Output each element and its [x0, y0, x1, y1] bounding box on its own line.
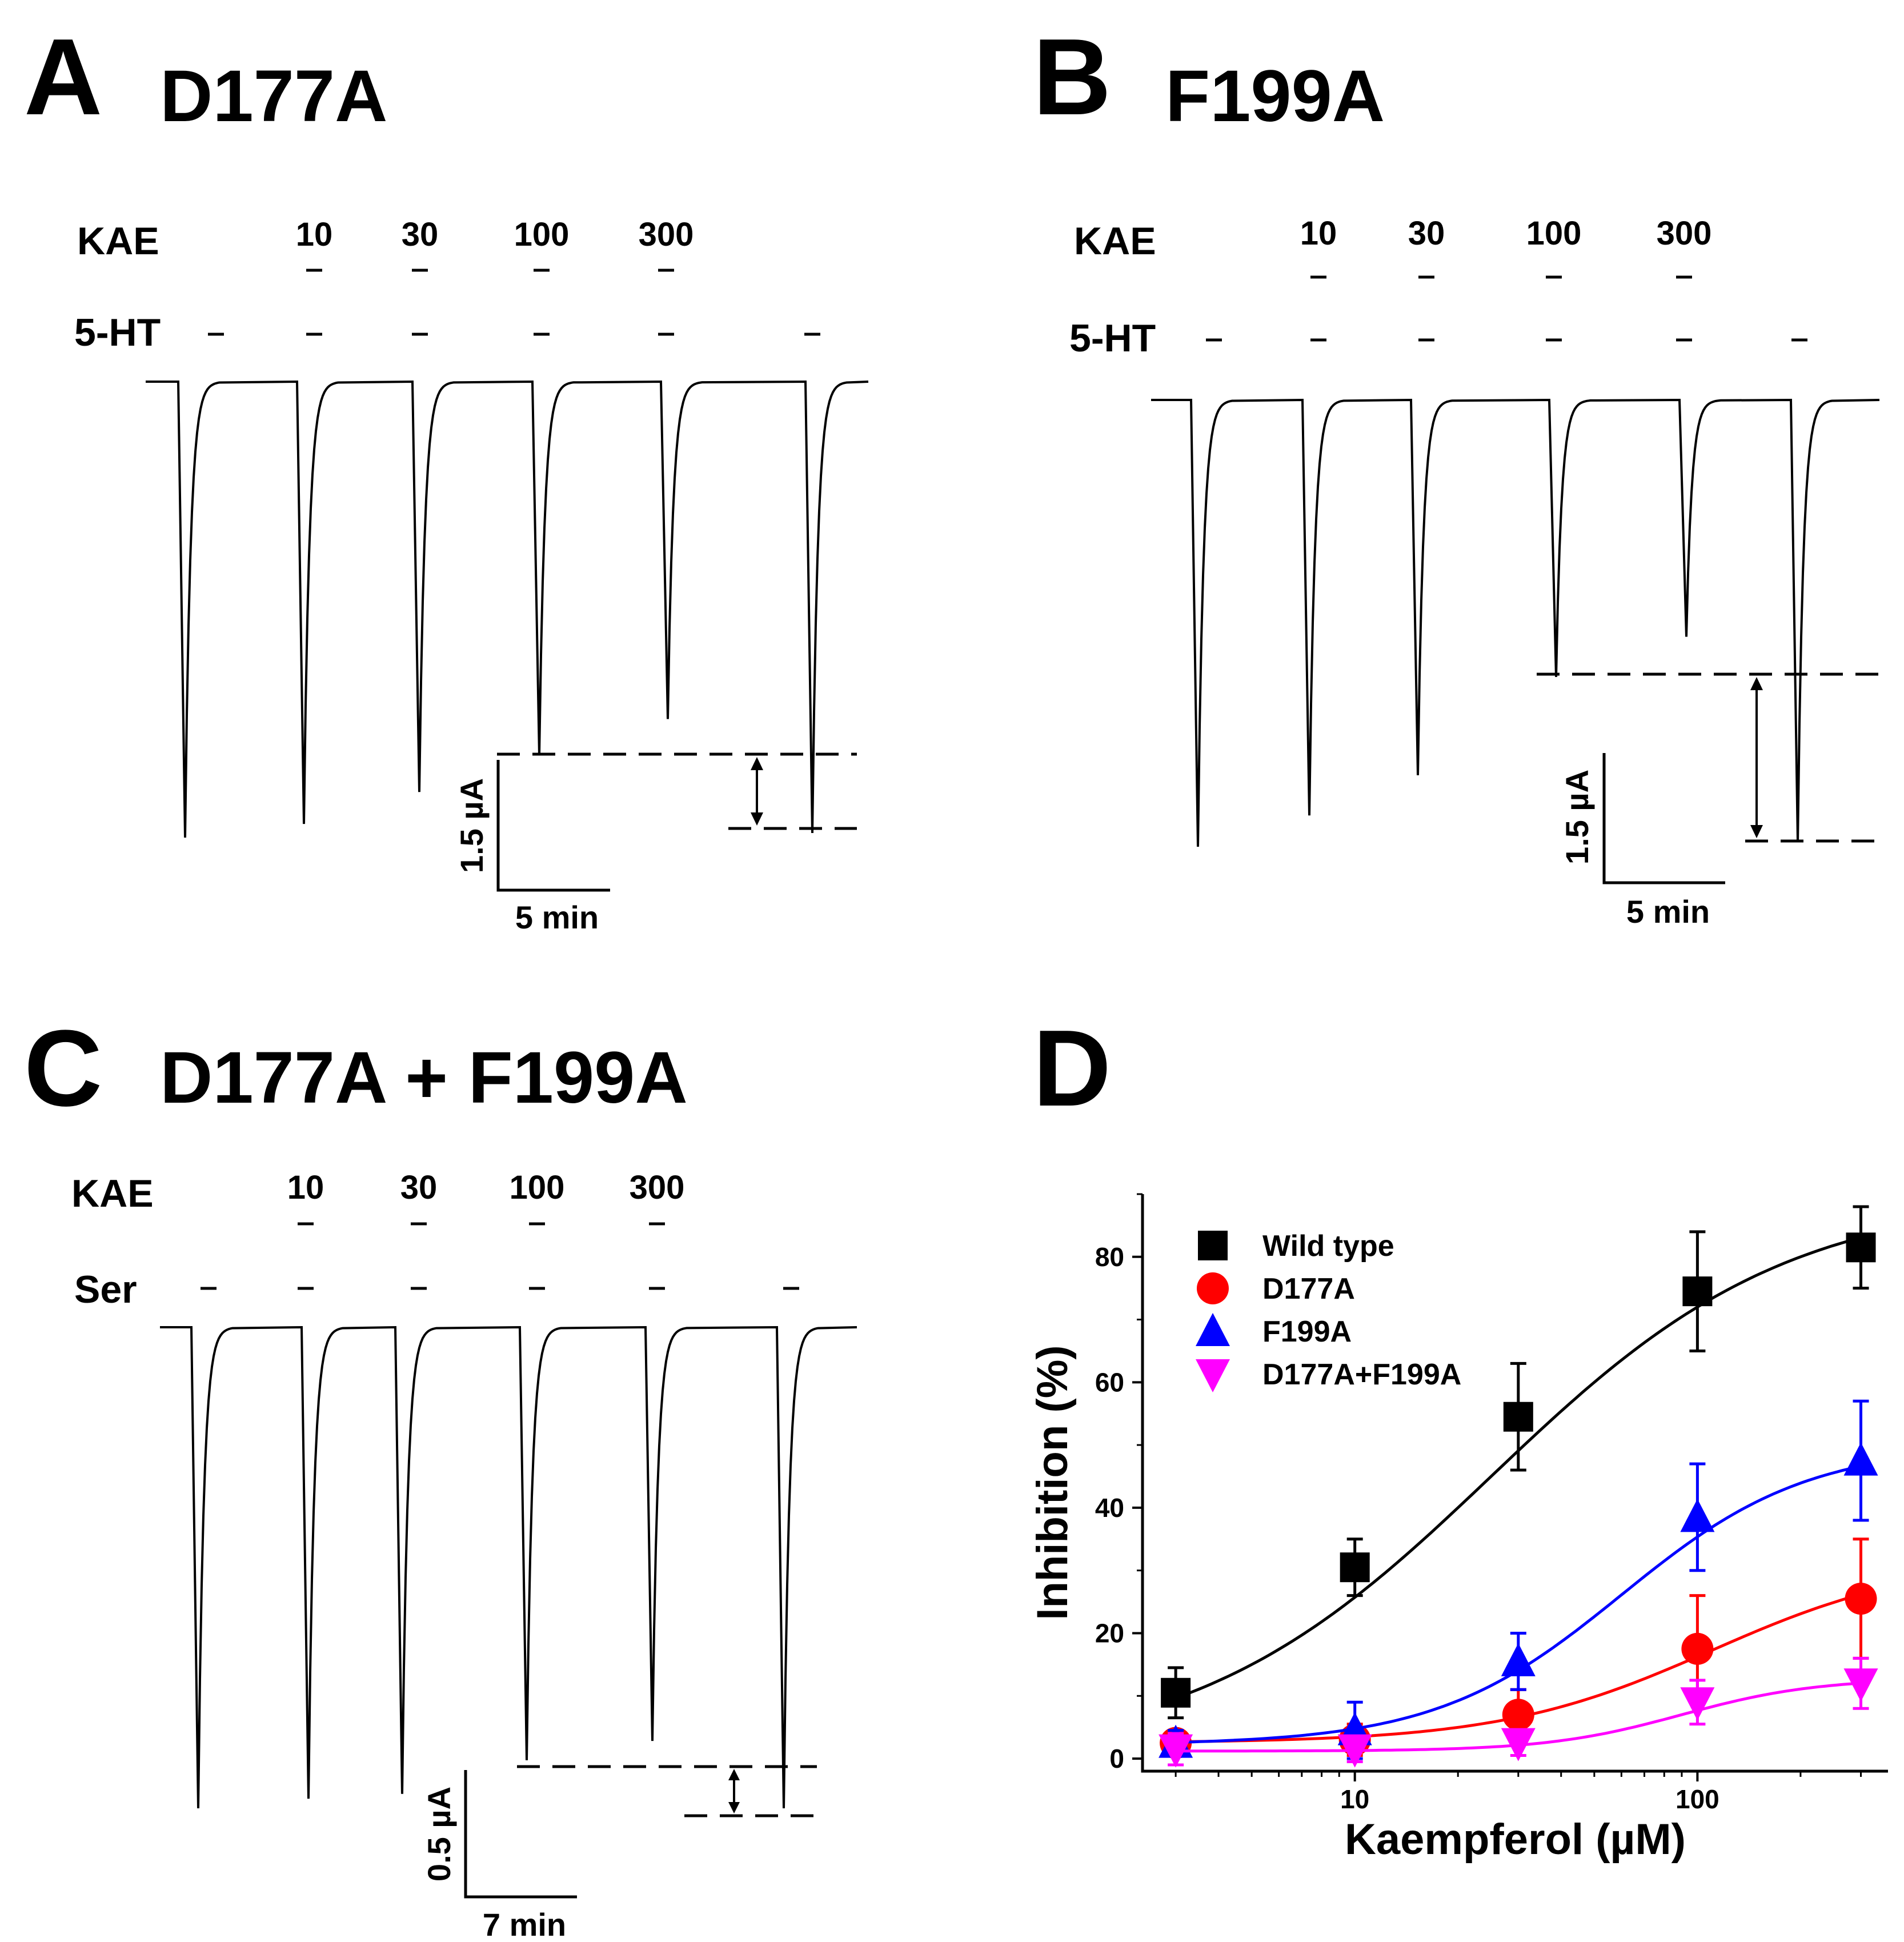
x-tick-label: 100 [1675, 1784, 1719, 1814]
legend-label: D177A [1262, 1272, 1355, 1306]
data-point [1502, 1699, 1534, 1731]
panel-a-conc-30: 30 [402, 216, 439, 253]
panel-a-conc-300: 300 [639, 216, 694, 253]
panel-b-conc-30: 30 [1408, 215, 1445, 252]
data-point [1843, 1442, 1878, 1476]
panel-c-trace-path [160, 1326, 857, 1809]
data-point [1161, 1677, 1191, 1708]
series-wild-type [1161, 1205, 1876, 1720]
legend-label: D177A+F199A [1262, 1358, 1461, 1391]
legend-label: Wild type [1262, 1230, 1394, 1263]
y-axis-label: Inhibition (%) [1028, 1345, 1077, 1620]
data-point [1681, 1632, 1714, 1665]
panel-b-current-traces [1151, 275, 1880, 847]
panel-b-scale-x-label: 5 min [1626, 894, 1710, 930]
panel-b-arrow-head-up [1750, 677, 1763, 690]
panel-a-scale-y-label: 1.5 µA [454, 778, 490, 873]
data-point [1682, 1276, 1713, 1307]
panel-b-scale-bar [1602, 753, 1725, 884]
panel-b-trace-path [1151, 398, 1880, 847]
panel-c-conc-100: 100 [510, 1169, 565, 1206]
legend-marker [1197, 1272, 1229, 1304]
data-point [1503, 1402, 1533, 1432]
chart-axes [1141, 1194, 1888, 1773]
data-point [1845, 1583, 1877, 1615]
panel-c: C D177A + F199A KAE Ser 10 30 100 300 0.… [24, 1008, 857, 1942]
panel-a-arrow-head-down [751, 812, 763, 826]
panel-b-conc-10: 10 [1300, 215, 1337, 252]
panel-c-letter: C [24, 1008, 102, 1129]
panel-b-drug-label: KAE [1074, 219, 1156, 263]
panel-c-agonist-label: Ser [74, 1268, 137, 1311]
data-point [1501, 1728, 1536, 1761]
panel-a-conc-10: 10 [296, 216, 333, 253]
x-axis-label: Kaempferol (µM) [1345, 1815, 1686, 1864]
panel-b-letter: B [1033, 17, 1111, 138]
panel-a-trace-path [146, 380, 869, 838]
legend-marker [1198, 1231, 1228, 1260]
panel-a-scale-x-label: 5 min [515, 899, 599, 935]
panel-b-conc-300: 300 [1657, 215, 1712, 252]
panel-a-conc-100: 100 [514, 216, 570, 253]
panel-a: A D177A KAE 5-HT 10 30 100 300 1.5 µA 5 … [24, 17, 869, 935]
panel-a-scale-bar [496, 760, 610, 892]
panel-c-conc-30: 30 [400, 1169, 438, 1206]
panel-a-arrow-head-up [751, 757, 763, 770]
panel-a-letter: A [24, 17, 102, 138]
data-point [1680, 1499, 1715, 1532]
panel-b: B F199A KAE 5-HT 10 30 100 300 1.5 µA 5 … [1033, 17, 1885, 930]
panel-c-conc-10: 10 [287, 1169, 324, 1206]
panel-c-scale-y-label: 0.5 µA [421, 1787, 457, 1881]
data-point [1843, 1668, 1878, 1702]
panel-c-drug-label: KAE [71, 1172, 154, 1215]
y-tick-label: 0 [1109, 1744, 1124, 1773]
data-point [1340, 1552, 1370, 1583]
y-tick-label: 20 [1095, 1618, 1124, 1648]
y-tick-label: 80 [1095, 1242, 1124, 1272]
data-point [1159, 1734, 1193, 1768]
panel-c-arrow-head-up [728, 1769, 740, 1780]
panel-b-title: F199A [1165, 55, 1385, 137]
panel-c-scale-x-label: 7 min [483, 1907, 566, 1942]
legend-marker [1196, 1359, 1230, 1392]
panel-d-letter: D [1033, 1008, 1111, 1129]
panel-b-arrow-head-down [1750, 825, 1763, 838]
panel-c-scale-bar [464, 1770, 577, 1899]
data-point [1680, 1687, 1715, 1721]
data-point [1337, 1734, 1372, 1768]
panel-c-conc-300: 300 [630, 1169, 685, 1206]
panel-a-agonist-label: 5-HT [74, 311, 161, 354]
data-point [1846, 1232, 1876, 1263]
panel-c-title: D177A + F199A [160, 1037, 688, 1119]
panel-a-title: D177A [160, 55, 387, 137]
panel-a-drug-label: KAE [77, 219, 159, 263]
x-tick-label: 10 [1340, 1784, 1369, 1814]
series-d177a-f199a [1159, 1656, 1878, 1768]
panel-a-current-traces [146, 269, 869, 838]
legend-label: F199A [1262, 1315, 1352, 1348]
panel-b-scale-y-label: 1.5 µA [1559, 770, 1595, 864]
data-point [1501, 1643, 1536, 1676]
panel-b-agonist-label: 5-HT [1069, 317, 1156, 360]
y-tick-label: 60 [1095, 1367, 1124, 1397]
panel-c-arrow-head-down [728, 1802, 740, 1813]
y-tick-label: 40 [1095, 1493, 1124, 1523]
panel-b-conc-100: 100 [1526, 215, 1582, 252]
legend-marker [1196, 1313, 1230, 1346]
panel-c-current-traces [160, 1222, 857, 1809]
